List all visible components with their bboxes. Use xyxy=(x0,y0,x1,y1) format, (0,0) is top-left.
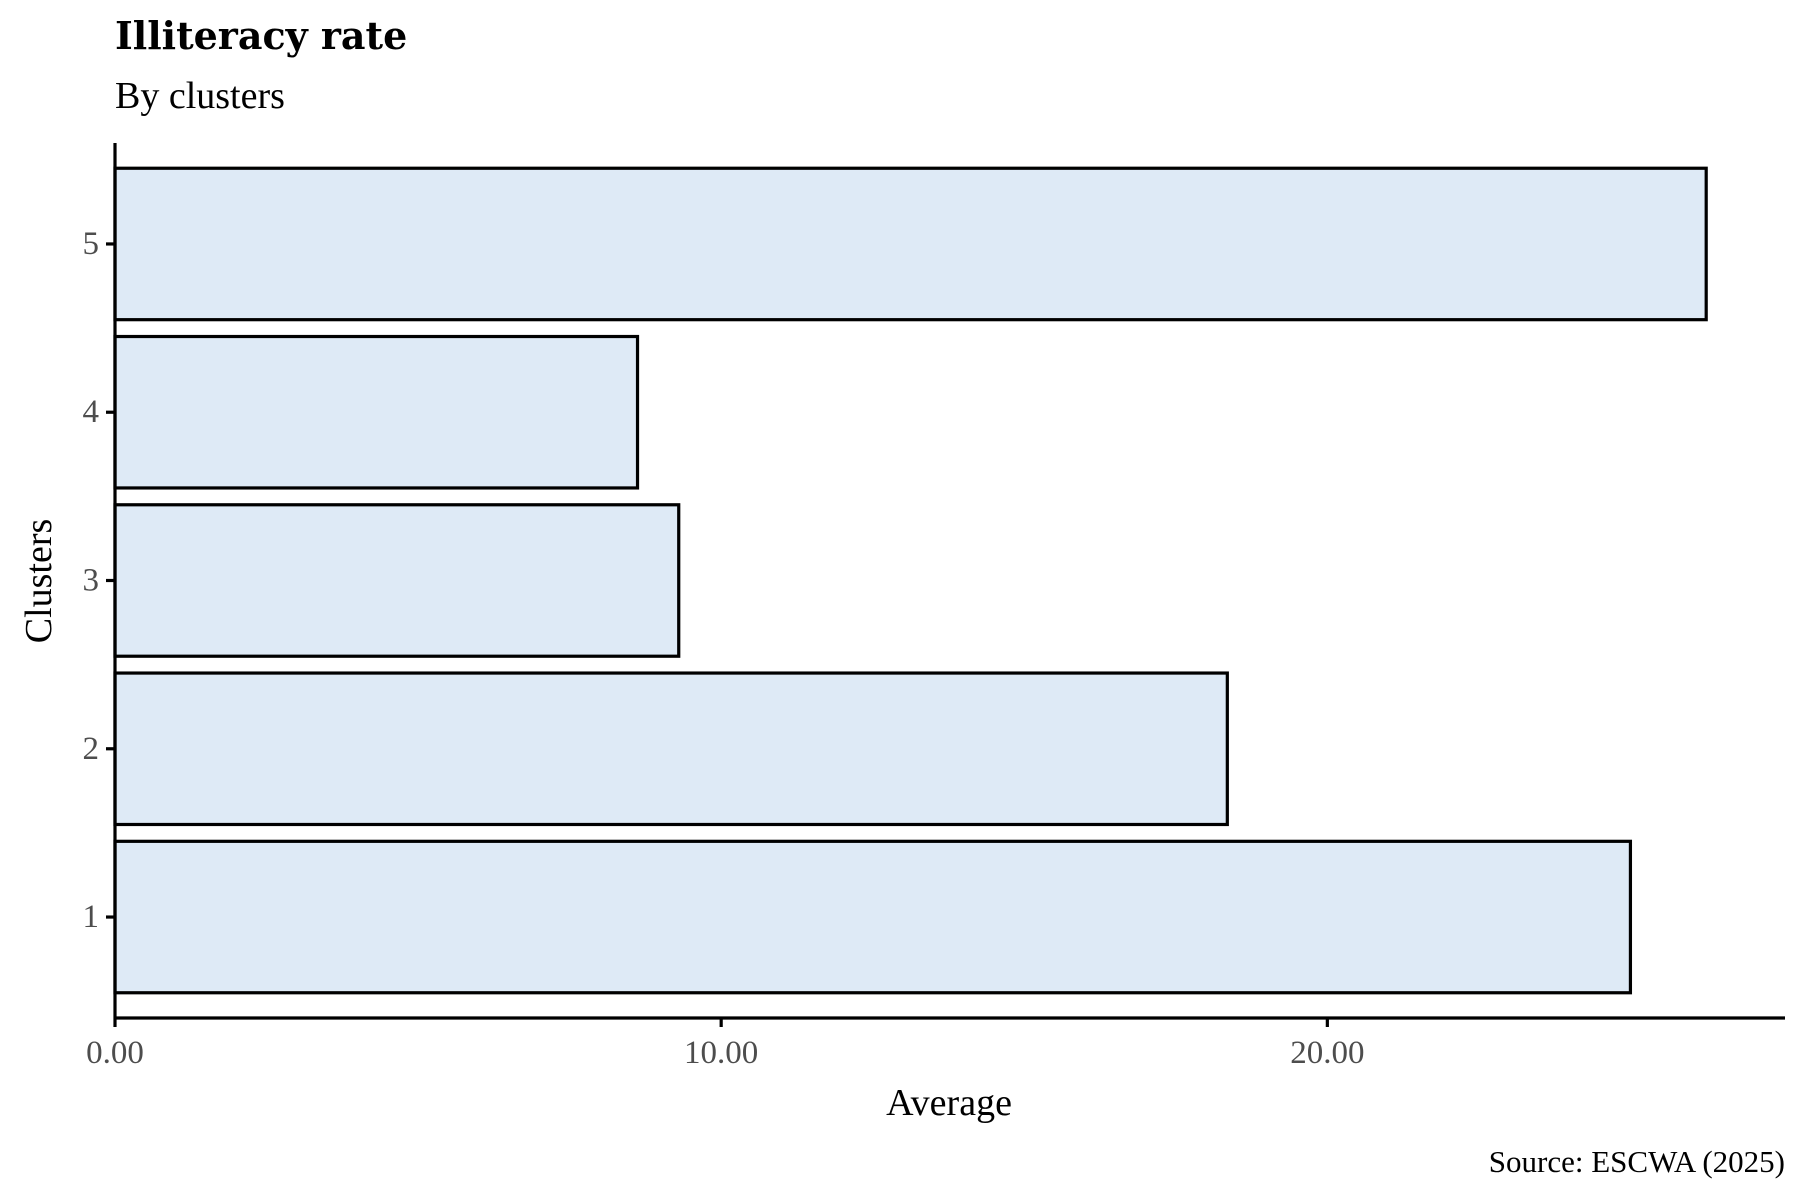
y-tick-label: 5 xyxy=(83,226,100,262)
x-axis-title: Average xyxy=(886,1082,1012,1124)
y-axis-title: Clusters xyxy=(18,519,60,644)
bar-cluster-2 xyxy=(113,671,1229,827)
x-ticks-group: 0.00 10.00 20.00 xyxy=(86,1018,1364,1071)
chart-caption: Source: ESCWA (2025) xyxy=(1489,1144,1785,1179)
bar-cluster-3 xyxy=(113,503,681,658)
x-tick-label: 0.00 xyxy=(86,1035,144,1071)
y-tick-label: 3 xyxy=(83,563,100,599)
bar-cluster-4 xyxy=(113,334,640,490)
y-ticks-group: 1 2 3 4 5 xyxy=(83,226,115,935)
x-tick-label: 10.00 xyxy=(684,1035,758,1071)
bar-cluster-1 xyxy=(113,839,1633,995)
chart-title: Illiteracy rate xyxy=(115,13,407,58)
chart-subtitle: By clusters xyxy=(115,75,285,117)
y-tick-label: 1 xyxy=(83,899,100,935)
y-tick-label: 2 xyxy=(83,731,100,767)
x-tick-label: 20.00 xyxy=(1290,1035,1364,1071)
y-tick-label: 4 xyxy=(83,394,100,430)
bar-cluster-5 xyxy=(113,166,1708,322)
bars-group xyxy=(113,166,1708,995)
